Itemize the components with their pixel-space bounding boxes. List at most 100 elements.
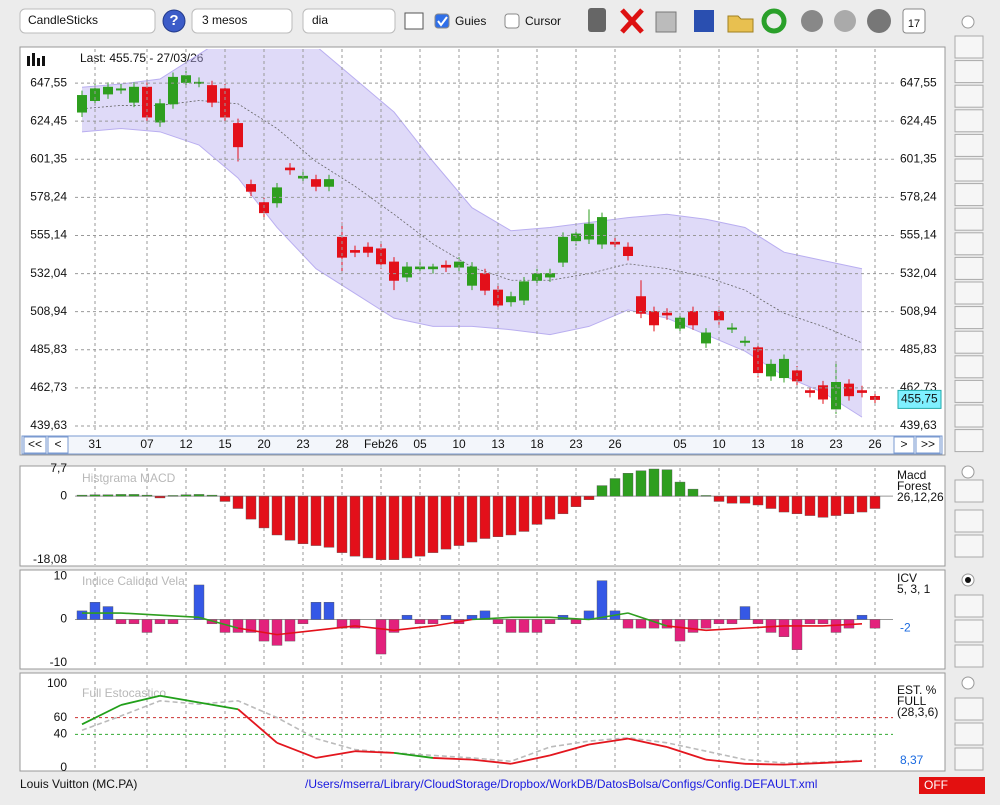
radio[interactable] — [961, 676, 975, 690]
y-tick-label: 40 — [54, 727, 68, 741]
histogram-bar — [700, 619, 712, 629]
x-tick-label: 05 — [413, 437, 427, 451]
tool-button[interactable] — [954, 84, 984, 108]
guides-icon[interactable] — [404, 12, 424, 30]
histogram-bar — [401, 495, 413, 559]
histogram-bar — [804, 495, 816, 516]
histogram-bar — [505, 495, 517, 536]
period-select[interactable] — [191, 8, 293, 34]
refresh-icon[interactable] — [761, 8, 787, 34]
tool-button[interactable] — [954, 60, 984, 84]
candle-body — [597, 217, 607, 245]
y-tick-label: 0 — [60, 612, 67, 626]
radio[interactable] — [961, 15, 975, 29]
k-line — [432, 757, 473, 761]
interval-select[interactable] — [302, 8, 396, 34]
k-line — [159, 694, 200, 704]
candle-body — [441, 264, 451, 268]
tool-button[interactable] — [954, 404, 984, 428]
x-tick-label: 12 — [179, 437, 193, 451]
histogram-bar — [570, 619, 582, 625]
tool-button[interactable] — [954, 306, 984, 330]
y-tick-label: 0 — [60, 760, 67, 774]
tool-button[interactable] — [954, 232, 984, 256]
period-text: 3 mesos — [202, 13, 247, 27]
tool-button[interactable] — [954, 35, 984, 59]
k-line — [393, 751, 434, 759]
histogram-bar — [414, 619, 426, 625]
histogram-bar — [258, 495, 270, 529]
panel-legend: ICV — [897, 571, 917, 585]
histogram-bar — [726, 495, 738, 504]
histogram-bar — [76, 494, 88, 497]
histogram-bar — [193, 584, 205, 620]
k-line — [510, 754, 551, 765]
candle-body — [740, 340, 750, 343]
histogram-bar — [167, 619, 179, 625]
histogram-bar — [193, 494, 205, 497]
trash-icon[interactable] — [588, 8, 606, 32]
tool-button[interactable] — [954, 183, 984, 207]
radio[interactable] — [961, 465, 975, 479]
tool-button[interactable] — [954, 429, 984, 453]
tool-button[interactable] — [954, 133, 984, 157]
nav-button[interactable] — [23, 436, 47, 454]
nav-button[interactable] — [47, 436, 69, 454]
x-tick-label: 26 — [608, 437, 622, 451]
guides-checkbox[interactable] — [434, 13, 450, 29]
save-icon[interactable] — [694, 10, 714, 32]
x-tick-label: 13 — [751, 437, 765, 451]
help-button[interactable] — [162, 9, 186, 33]
tool-button[interactable] — [954, 158, 984, 182]
delete-icon[interactable] — [620, 8, 644, 34]
signal-line — [393, 625, 434, 632]
histogram-bar — [219, 495, 231, 502]
open-icon[interactable] — [727, 15, 754, 33]
tool-button[interactable] — [954, 281, 984, 305]
panel-legend: FULL — [897, 694, 927, 708]
panel-legend: 5, 3, 1 — [897, 582, 931, 596]
histogram-bar — [687, 619, 699, 633]
histogram-bar — [778, 495, 790, 513]
status-box — [919, 777, 985, 794]
histogram-bar — [492, 619, 504, 625]
currency-icon[interactable] — [801, 10, 823, 32]
tool-button[interactable] — [954, 330, 984, 354]
nav-button[interactable] — [915, 436, 941, 454]
candle-body — [701, 332, 711, 344]
nav-button[interactable] — [893, 436, 915, 454]
histogram-bar — [479, 495, 491, 539]
calendar-icon[interactable] — [902, 8, 926, 34]
x-tick-label: 23 — [829, 437, 843, 451]
euro-icon[interactable] — [834, 10, 856, 32]
tool-button[interactable] — [954, 109, 984, 133]
x-tick-label: 15 — [218, 437, 232, 451]
print-icon[interactable] — [655, 11, 677, 33]
tool-button[interactable] — [954, 207, 984, 231]
candle-body — [90, 88, 100, 101]
config-path: /Users/mserra/Library/CloudStorage/Dropb… — [305, 777, 817, 791]
tool-button[interactable] — [954, 355, 984, 379]
last-value-box — [897, 389, 942, 409]
y-tick-label: -18,08 — [33, 552, 67, 566]
x-tick-label: 18 — [530, 437, 544, 451]
cursor-checkbox[interactable] — [504, 13, 520, 29]
style-select[interactable] — [19, 8, 156, 34]
histogram-bar — [700, 495, 712, 497]
tool-button[interactable] — [954, 379, 984, 403]
candle-body — [129, 86, 139, 103]
style-select-text: CandleSticks — [28, 13, 98, 27]
tool-button[interactable] — [954, 256, 984, 280]
panel-title: Histgrama MACD — [82, 471, 176, 485]
histogram-bar — [752, 495, 764, 506]
candle-body — [831, 381, 841, 410]
y-tick-label-right: 647,55 — [900, 75, 937, 89]
tool-button — [954, 697, 984, 721]
settings-icon[interactable] — [867, 9, 891, 33]
histogram-bar — [869, 619, 881, 629]
y-tick-label: 10 — [54, 568, 68, 582]
histogram-bar — [817, 619, 829, 625]
y-tick-label: 100 — [47, 676, 67, 690]
histogram-bar — [310, 495, 322, 546]
histogram-bar — [739, 495, 751, 504]
